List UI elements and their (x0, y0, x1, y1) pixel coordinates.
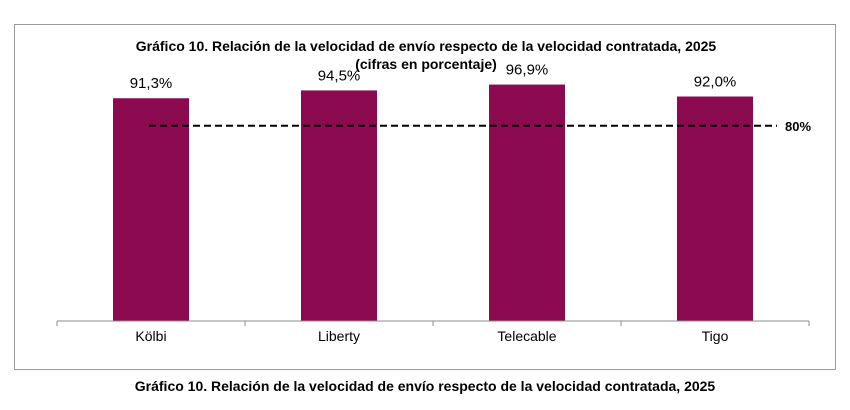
data-labels: 91,3% 94,5% 96,9% 92,0% (130, 62, 737, 93)
category-label: Liberty (318, 328, 360, 344)
bar-liberty (301, 90, 377, 321)
data-label: 94,5% (318, 67, 361, 84)
category-labels: Kölbi Liberty Telecable Tigo (135, 328, 728, 344)
data-label: 91,3% (130, 75, 173, 92)
category-label: Tigo (702, 328, 729, 344)
category-label: Telecable (497, 328, 556, 344)
data-label: 92,0% (694, 74, 737, 91)
bar-telecable (489, 84, 565, 321)
bar-chart: Gráfico 10. Relación de la velocidad de … (56, 38, 811, 344)
bar-k-lbi (113, 98, 189, 321)
bars-group (113, 84, 753, 322)
reference-line-label: 80% (785, 119, 811, 134)
x-ticks (56, 321, 810, 326)
chart-frame: Gráfico 10. Relación de la velocidad de … (14, 24, 836, 370)
category-label: Kölbi (135, 328, 166, 344)
figure-caption: Gráfico 10. Relación de la velocidad de … (134, 378, 716, 394)
data-label: 96,9% (506, 62, 549, 79)
chart-title: Gráfico 10. Relación de la velocidad de … (136, 38, 717, 54)
chart-subtitle: (cifras en porcentaje) (355, 56, 497, 72)
bar-tigo (677, 96, 753, 322)
